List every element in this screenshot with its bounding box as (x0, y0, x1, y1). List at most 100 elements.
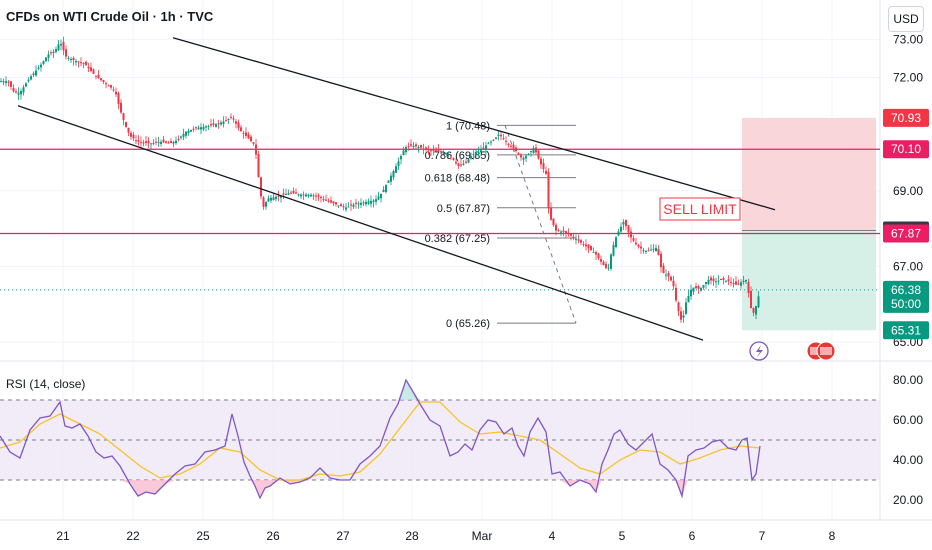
candle-body (247, 134, 250, 139)
candle-body (365, 201, 367, 205)
event-markers[interactable] (749, 341, 836, 361)
time-axis-tick-label: 22 (126, 529, 140, 543)
time-axis-tick-label: 6 (689, 529, 696, 543)
annotation-box (659, 197, 741, 221)
candle-body (62, 41, 65, 51)
price-tag[interactable]: 67.87 (883, 224, 929, 243)
candle-body (265, 202, 267, 207)
candle-body (197, 127, 200, 130)
currency-button[interactable]: USD (888, 6, 924, 32)
rsi-overbought-fill (0, 380, 760, 400)
price-tag[interactable]: 65.31 (883, 321, 929, 340)
rsi-line[interactable] (0, 378, 761, 500)
time-axis-tick-label: Mar (472, 529, 493, 543)
candle-body (282, 193, 285, 195)
candle-body (432, 149, 435, 152)
candle-body (340, 204, 342, 207)
candle-body (30, 76, 32, 80)
rsi-pane[interactable]: 80.00 60.00 40.00 20.00 (0, 373, 923, 507)
candle-body (510, 145, 512, 147)
candle-body (505, 140, 507, 142)
candle-body (307, 194, 310, 197)
candle-body (570, 234, 572, 236)
candle-body (632, 238, 635, 241)
candle-body (130, 132, 132, 137)
candle-body (275, 196, 277, 200)
candle-body (592, 252, 595, 254)
candle-body (507, 143, 510, 145)
candle-body (755, 306, 757, 315)
take-profit-zone[interactable] (742, 230, 876, 331)
candle-body (707, 279, 710, 285)
candle-body (420, 144, 422, 148)
candle-body (547, 171, 550, 209)
candle-body (727, 279, 730, 282)
candle-body (195, 127, 197, 129)
candlestick-series[interactable] (0, 36, 760, 323)
candle-body (447, 154, 450, 156)
candle-body (472, 154, 475, 156)
countdown-label: 50:00 (891, 297, 921, 311)
candle-body (167, 142, 170, 144)
candle-body (300, 194, 302, 197)
candle-body (182, 133, 185, 137)
candle-body (202, 126, 205, 130)
price-tag-bg (883, 280, 929, 313)
candle-body (465, 161, 467, 163)
candle-body (737, 283, 740, 285)
candle-body (492, 139, 495, 141)
candle-body (310, 194, 312, 197)
candle-body (735, 281, 737, 285)
candle-body (502, 138, 505, 140)
time-axis-tick-label: 26 (266, 529, 280, 543)
candle-body (325, 199, 327, 201)
candle-body (367, 201, 370, 204)
candle-body (717, 280, 720, 282)
candle-body (722, 277, 725, 280)
sell-limit-annotation[interactable]: SELL LIMIT (659, 197, 741, 221)
candle-body (380, 193, 382, 199)
candle-body (257, 153, 260, 178)
candle-body (402, 150, 405, 156)
rsi-axis-tick-label: 20.00 (893, 493, 923, 507)
candle-body (490, 141, 492, 143)
candle-body (660, 253, 662, 268)
candle-body (180, 136, 182, 138)
candle-body (185, 131, 187, 136)
candle-body (70, 58, 72, 60)
candle-body (35, 70, 37, 76)
candle-body (467, 159, 470, 163)
fib-level-label: 1 (70.48) (446, 120, 490, 132)
stop-loss-zone[interactable] (742, 117, 876, 231)
channel-upper-line[interactable] (172, 37, 776, 211)
candle-body (612, 244, 615, 256)
candle-body (702, 284, 705, 288)
price-tag-bg (883, 224, 929, 243)
channel-lower-line[interactable] (17, 105, 704, 341)
candle-body (470, 156, 472, 159)
candle-body (10, 81, 12, 87)
candle-body (317, 195, 320, 197)
candle-body (382, 189, 385, 193)
candle-body (92, 69, 95, 74)
candle-body (345, 207, 347, 210)
candle-body (560, 231, 562, 233)
rsi-oversold-fill (0, 480, 760, 498)
candle-body (452, 157, 455, 160)
candle-body (585, 244, 587, 247)
candle-body (642, 250, 645, 252)
candle-body (205, 126, 207, 128)
candle-body (12, 88, 15, 92)
rsi-sma-line[interactable] (0, 401, 761, 481)
candle-body (395, 166, 397, 173)
candle-body (295, 192, 297, 194)
candle-body (482, 147, 485, 150)
price-tag[interactable]: 70.10 (883, 140, 929, 159)
candle-body (397, 161, 400, 166)
candle-body (132, 134, 135, 139)
candle-body (450, 155, 452, 157)
price-tag[interactable]: 70.93 (883, 108, 929, 127)
candle-body (242, 132, 245, 134)
